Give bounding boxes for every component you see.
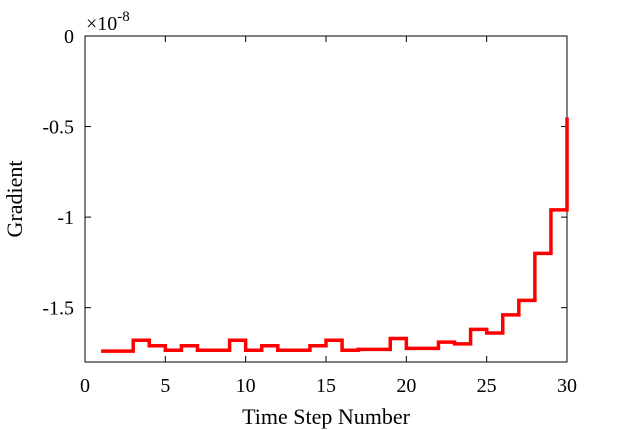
x-tick-label: 5	[160, 375, 170, 397]
x-tick-label: 15	[316, 375, 336, 397]
tick-labels: 0 5 10 15 20 25 30 0 -0.5 -1 -1.5	[42, 26, 577, 397]
x-tick-label: 25	[477, 375, 497, 397]
axis-ticks	[84, 35, 568, 362]
exponent-power: -8	[117, 9, 130, 25]
x-tick-label: 0	[80, 375, 90, 397]
y-tick-label: -0.5	[42, 117, 74, 139]
x-tick-label: 30	[557, 375, 577, 397]
exponent-label: ×10-8	[86, 9, 130, 35]
y-tick-label: -1.5	[42, 298, 74, 320]
x-tick-label: 10	[236, 375, 256, 397]
y-tick-label: 0	[64, 26, 74, 48]
y-tick-label: -1	[57, 207, 74, 229]
x-tick-label: 20	[396, 375, 416, 397]
exponent-base: ×10	[86, 13, 117, 35]
y-axis-label: Gradient	[2, 161, 27, 238]
x-axis-label: Time Step Number	[242, 404, 411, 429]
series-line	[101, 117, 569, 353]
plot-area	[84, 35, 568, 363]
